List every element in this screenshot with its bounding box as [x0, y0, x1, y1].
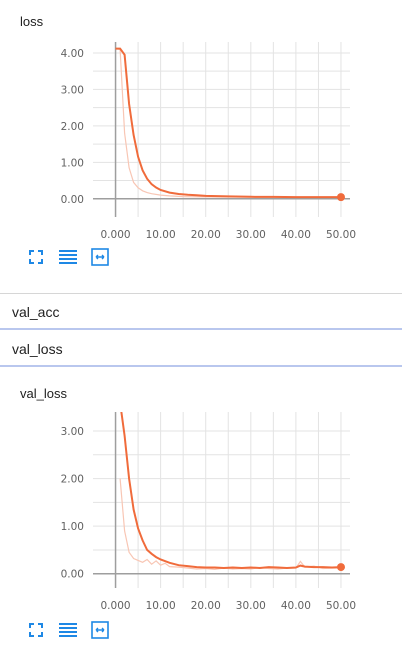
last-point-marker	[337, 563, 345, 571]
y-tick-label: 2.00	[61, 474, 84, 486]
fit-domain-icon[interactable]	[91, 621, 109, 639]
tag-group-val-acc[interactable]: val_acc	[0, 294, 402, 330]
y-tick-label: 3.00	[61, 426, 84, 438]
y-tick-label: 0.00	[61, 569, 84, 581]
tag-group-label: val_acc	[12, 304, 59, 320]
last-point-marker	[337, 193, 345, 201]
tag-group-underline	[0, 328, 402, 330]
x-tick-label: 20.00	[191, 229, 221, 241]
fullscreen-icon[interactable]	[27, 621, 45, 639]
x-tick-label: 0.000	[101, 229, 131, 241]
x-tick-label: 10.00	[146, 600, 176, 612]
x-tick-label: 30.00	[236, 600, 266, 612]
fullscreen-icon[interactable]	[27, 248, 45, 266]
loss-chart[interactable]: 0.00 1.00 2.00 3.00 4.00 0.000 10.00 20.00 30.00…	[0, 0, 402, 250]
x-tick-label: 40.00	[281, 229, 311, 241]
smoothed-series-line	[120, 403, 341, 569]
y-tick-label: 1.00	[61, 157, 84, 169]
scalar-card-loss: loss 0.00 1.00 2.00 3.00 4.00 0.000 10.00 20.00…	[0, 0, 402, 290]
tag-group-label: val_loss	[12, 341, 63, 357]
x-tick-label: 40.00	[281, 600, 311, 612]
y-tick-label: 0.00	[61, 194, 84, 206]
list-icon[interactable]	[59, 621, 77, 639]
y-tick-label: 1.00	[61, 521, 84, 533]
x-tick-label: 10.00	[146, 229, 176, 241]
tag-group-underline	[0, 365, 402, 367]
val-loss-chart[interactable]: 0.00 1.00 2.00 3.00 0.000 10.00 20.00 30.00 40.0…	[0, 370, 402, 618]
card-toolbar	[27, 248, 109, 266]
y-tick-label: 3.00	[61, 84, 84, 96]
x-tick-label: 20.00	[191, 600, 221, 612]
x-tick-label: 50.00	[326, 600, 356, 612]
x-tick-label: 50.00	[326, 229, 356, 241]
scalar-card-val-loss: val_loss 0.00 1.00 2.00 3.00 0.000 10.00 20.00…	[0, 370, 402, 652]
fit-domain-icon[interactable]	[91, 248, 109, 266]
tag-group-val-loss[interactable]: val_loss	[0, 331, 402, 367]
y-tick-label: 2.00	[61, 121, 84, 133]
card-toolbar	[27, 621, 109, 639]
list-icon[interactable]	[59, 248, 77, 266]
x-tick-label: 0.000	[101, 600, 131, 612]
y-tick-label: 4.00	[61, 48, 84, 60]
x-tick-label: 30.00	[236, 229, 266, 241]
